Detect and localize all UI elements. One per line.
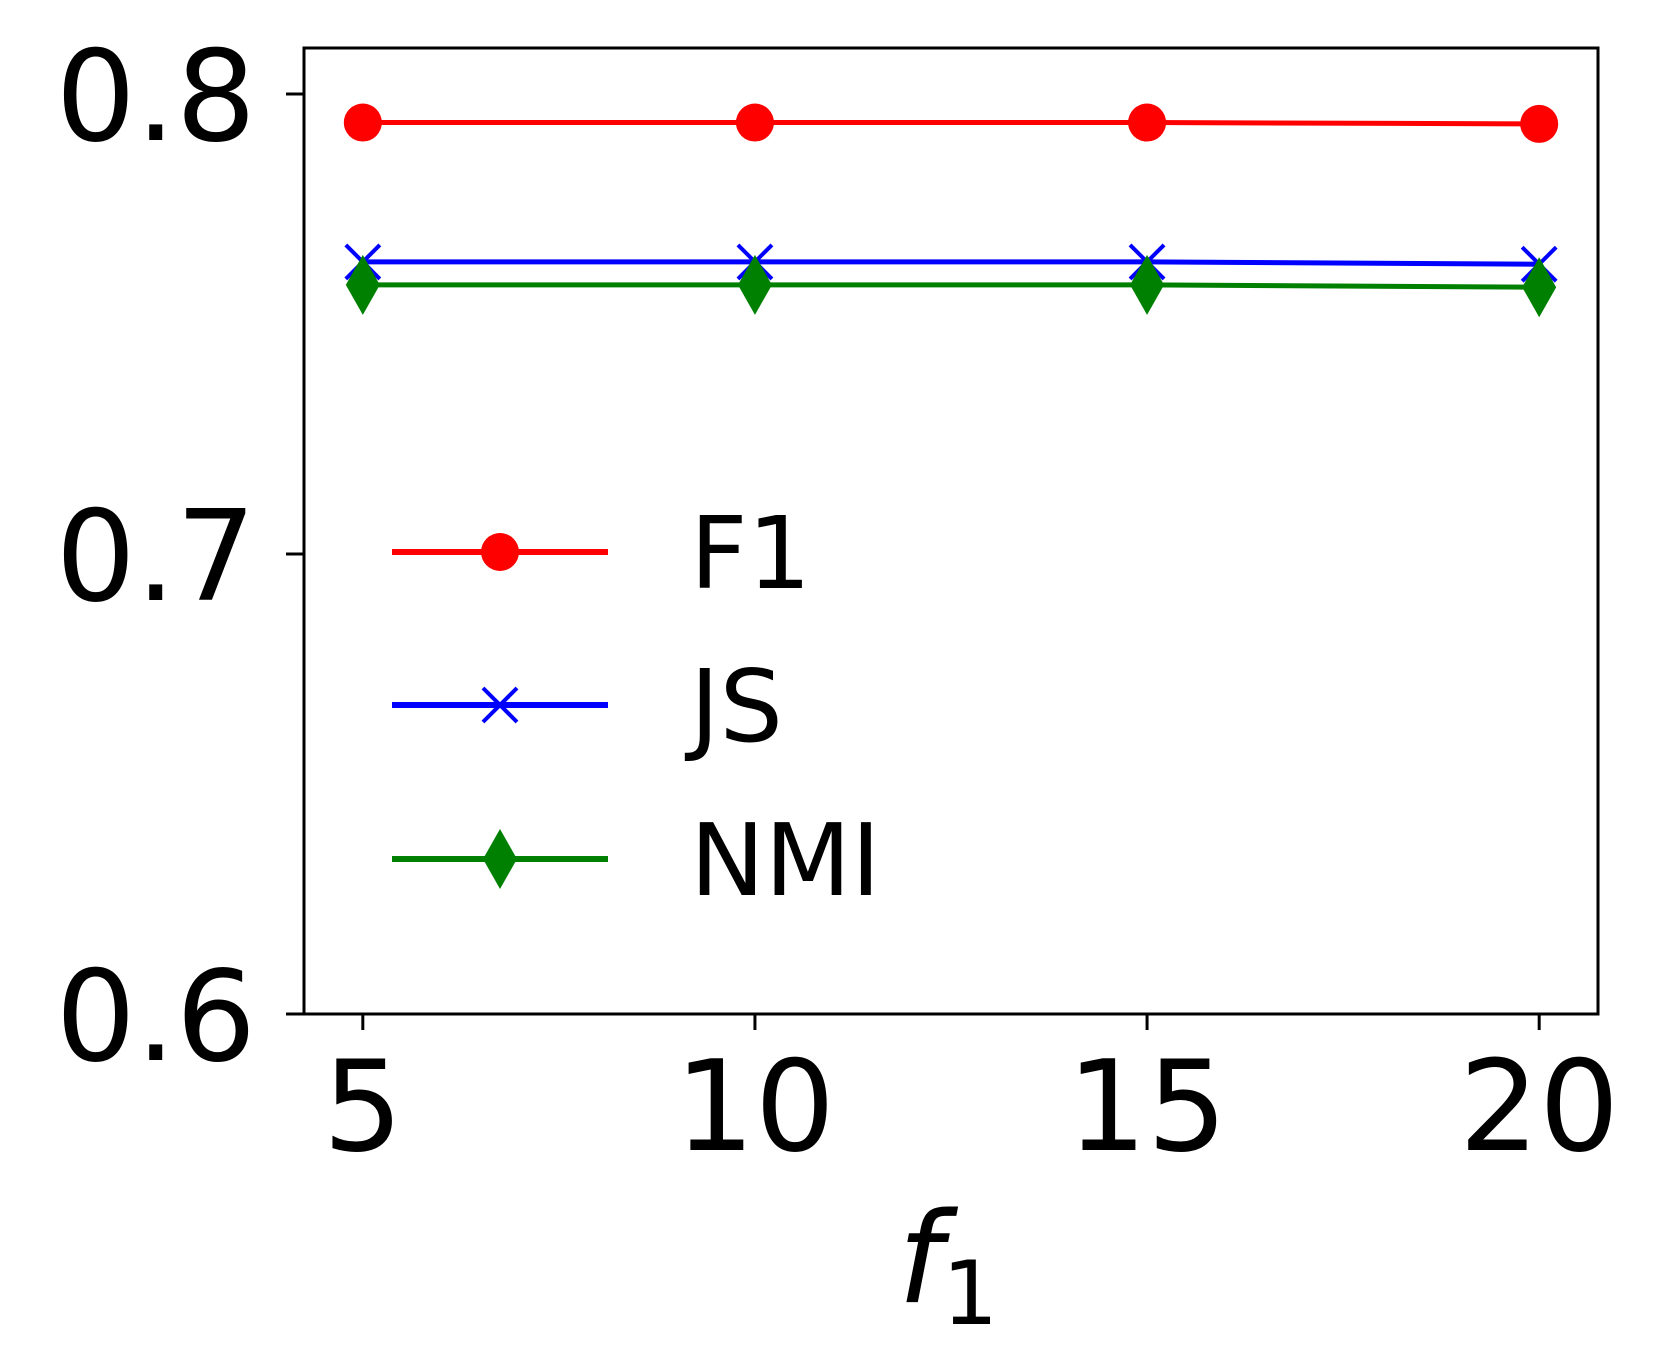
data-point-nmi-3: [1522, 257, 1557, 318]
series-js: [344, 243, 1558, 283]
legend-marker-js: [481, 686, 519, 724]
legend-label-nmi: NMI: [690, 802, 881, 919]
legend-marker-f1: [481, 533, 519, 571]
legend-item-f1: F1: [392, 495, 811, 612]
legend-marker-js-stroke-b: [481, 686, 519, 724]
y-tick-label-2: 0.8: [56, 23, 256, 170]
legend-item-js: JS: [392, 648, 783, 765]
series-line-f1: [362, 120, 1540, 127]
x-tick-label-0: 5: [323, 1033, 403, 1180]
data-point-f1-3: [1520, 104, 1559, 143]
data-point-nmi-2: [1130, 254, 1165, 315]
data-point-nmi-1: [737, 254, 772, 315]
data-point-f1-1: [735, 103, 774, 142]
data-point-nmi-0: [345, 254, 380, 315]
legend-marker-nmi: [483, 829, 517, 889]
plot-frame: [302, 46, 1600, 1016]
series-nmi: [345, 254, 1557, 318]
x-tick-label-1: 10: [675, 1033, 835, 1180]
legend-label-js: JS: [684, 648, 783, 765]
x-axis-label-subscript: 1: [942, 1242, 998, 1345]
ticks-layer: 5 10 15 20 0.6 0.7 0.8: [56, 23, 1620, 1180]
data-point-f1-2: [1128, 103, 1167, 142]
series-line-js: [362, 259, 1540, 267]
legend: F1 JS NMI: [392, 495, 881, 919]
series-layer: [343, 103, 1559, 318]
legend-item-nmi: NMI: [392, 802, 881, 919]
series-f1: [343, 103, 1559, 143]
x-tick-label-3: 20: [1459, 1033, 1619, 1180]
data-point-f1-0: [343, 103, 382, 142]
y-tick-label-0: 0.6: [56, 943, 256, 1090]
legend-label-f1: F1: [690, 495, 811, 612]
x-axis-label: f1: [898, 1185, 998, 1345]
series-line-nmi: [362, 282, 1540, 290]
x-tick-label-2: 15: [1067, 1033, 1227, 1180]
y-tick-label-1: 0.7: [56, 483, 256, 630]
